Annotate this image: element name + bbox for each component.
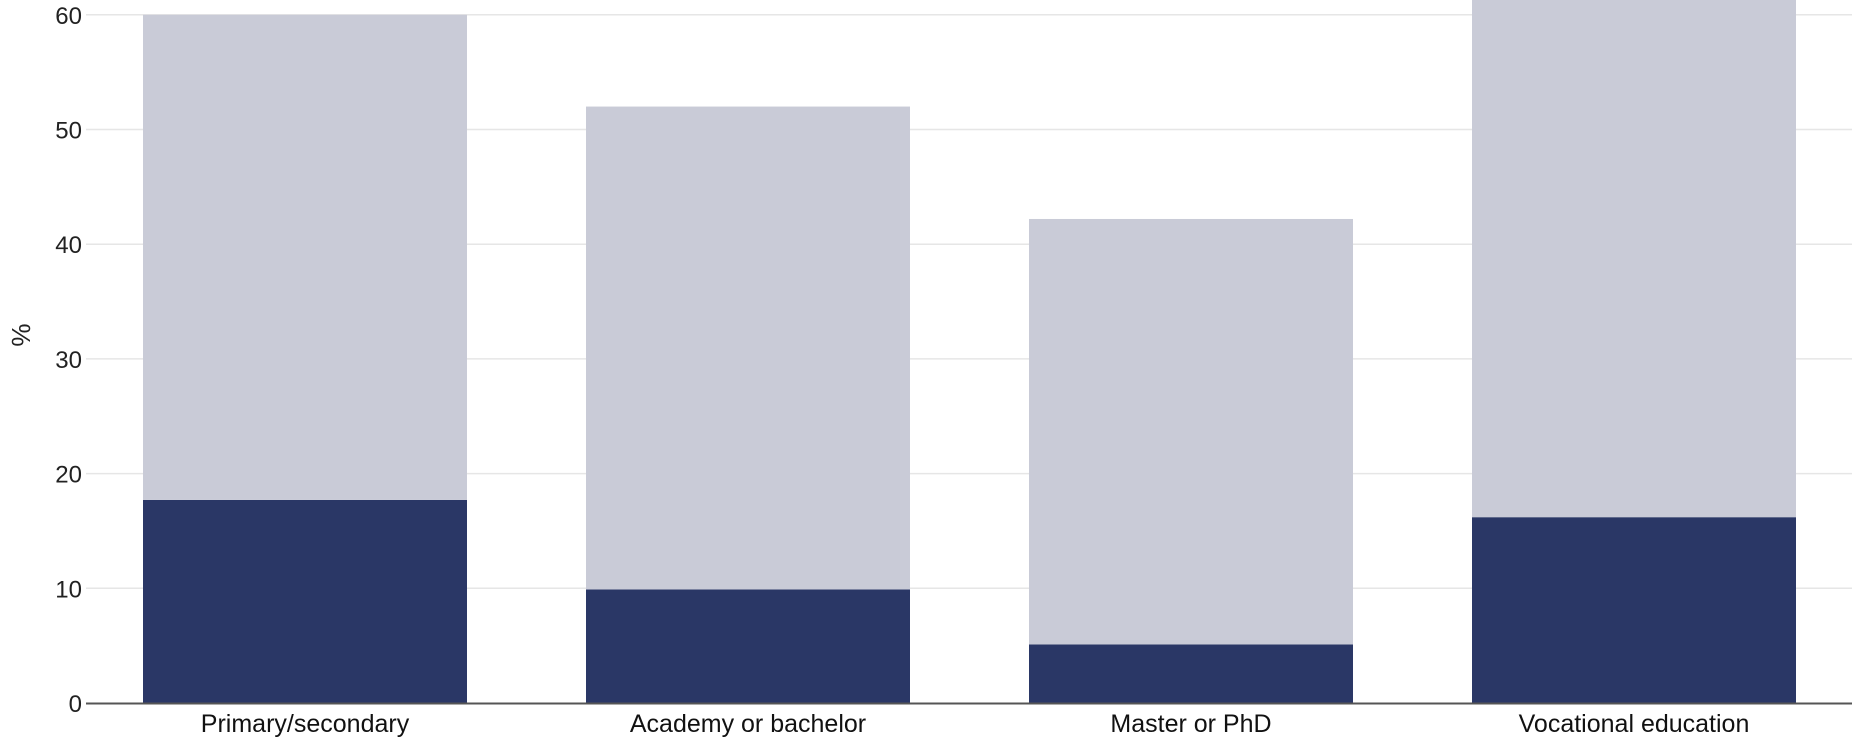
bar-segment-series-1 xyxy=(143,499,467,703)
x-category-label: Vocational education xyxy=(1519,710,1750,738)
bars xyxy=(143,0,1796,703)
x-category-label: Primary/secondary xyxy=(201,710,410,738)
y-tick-label: 40 xyxy=(55,232,82,259)
y-tick-label: 0 xyxy=(69,691,82,718)
bar-segment-series-2 xyxy=(1472,0,1796,518)
bar-segment-series-1 xyxy=(1029,644,1353,703)
y-tick-labels: 0 10 20 30 40 50 60 xyxy=(55,3,82,718)
bar-segment-series-1 xyxy=(1472,517,1796,703)
y-tick-label: 20 xyxy=(55,462,82,489)
x-category-label: Academy or bachelor xyxy=(630,710,866,738)
y-tick-label: 60 xyxy=(55,3,82,30)
y-tick-label: 30 xyxy=(55,347,82,374)
y-tick-label: 10 xyxy=(55,576,82,603)
bar-segment-series-1 xyxy=(586,589,910,703)
y-axis-title: % xyxy=(6,323,36,346)
x-category-label: Master or PhD xyxy=(1110,710,1271,738)
y-tick-label: 50 xyxy=(55,118,82,145)
bar-segment-series-2 xyxy=(586,106,910,590)
bar-segment-series-2 xyxy=(143,14,467,500)
bar-segment-series-2 xyxy=(1029,218,1353,645)
category-labels: Primary/secondary Academy or bachelor Mast… xyxy=(201,710,1750,738)
